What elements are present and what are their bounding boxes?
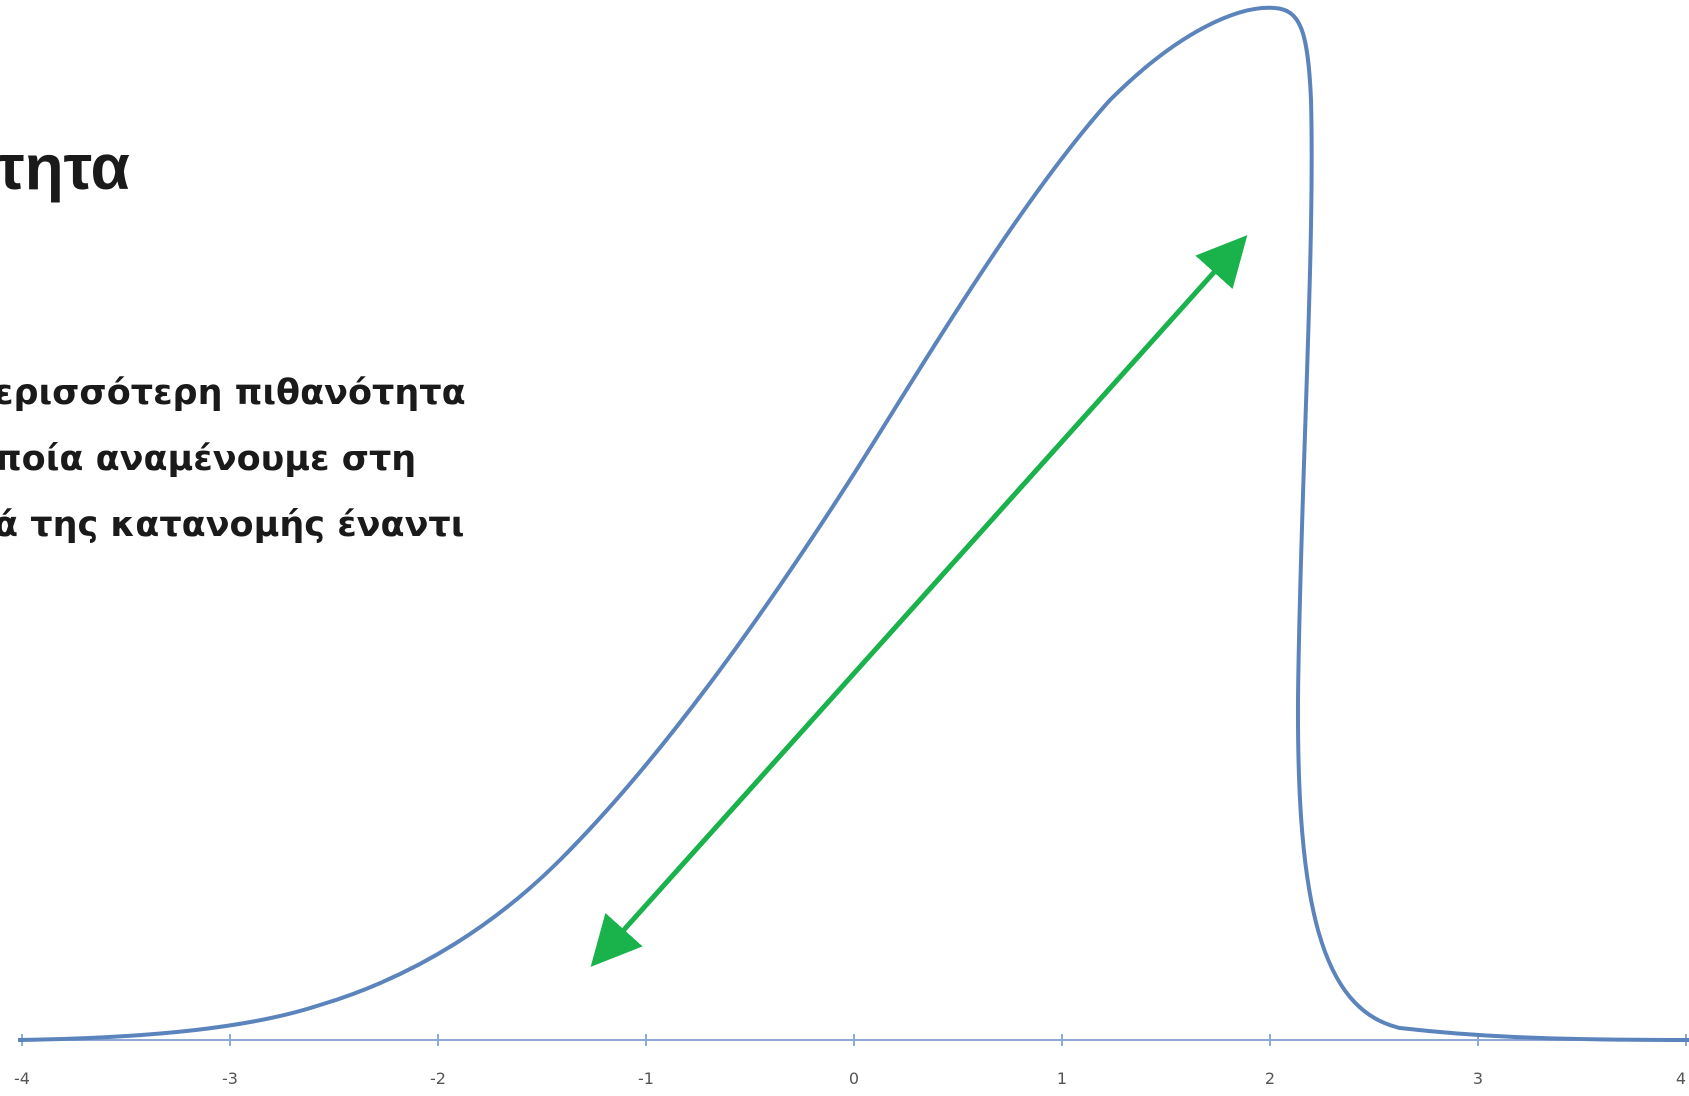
density-curve (17, 5, 1689, 1042)
x-tick-label-2: -2 (430, 1069, 446, 1088)
x-tick-label-1: -3 (222, 1069, 238, 1088)
x-tick-label-3: -1 (638, 1069, 654, 1088)
x-tick-label-7: 3 (1473, 1069, 1483, 1088)
x-tick-label-4: 0 (849, 1069, 859, 1088)
double-arrow (590, 235, 1248, 967)
x-tick-label-6: 2 (1265, 1069, 1275, 1088)
body-line-1: ερισσότερη πιθανότητα (0, 373, 466, 413)
x-axis-ticks: -4 -3 -2 -1 0 1 2 3 4 (14, 1034, 1687, 1088)
slide-title: τητα (0, 131, 130, 203)
body-line-3: ά της κατανομής έναντι (0, 505, 465, 545)
x-tick-label-5: 1 (1057, 1069, 1067, 1088)
x-tick-label-8: 4 (1676, 1069, 1686, 1088)
x-tick-label-0: -4 (14, 1069, 30, 1088)
slide-body-text: ερισσότερη πιθανότητα ποία αναμένουμε στ… (0, 360, 466, 558)
body-line-2: ποία αναμένουμε στη (0, 439, 417, 479)
